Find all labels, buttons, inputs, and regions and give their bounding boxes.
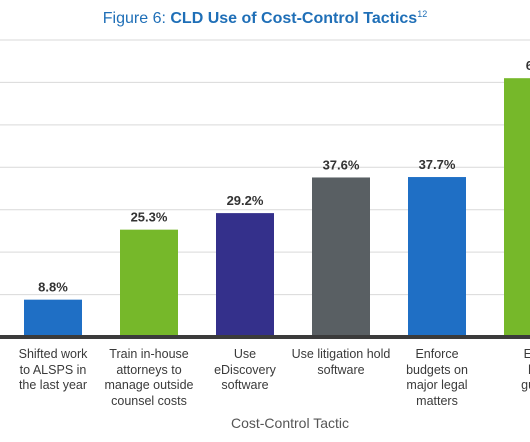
bar bbox=[120, 229, 178, 337]
value-labels: 8.8% 25.3% 29.2% 37.6% 37.7% 61 bbox=[38, 58, 530, 294]
category-label: Shifted work to ALSPS in the last year bbox=[0, 347, 111, 394]
bar bbox=[504, 78, 530, 337]
bar-value-label: 37.7% bbox=[419, 157, 456, 172]
category-label-line: Ent bbox=[523, 347, 530, 361]
category-label-line: the last year bbox=[18, 378, 88, 392]
category-label-line: counsel costs bbox=[111, 393, 187, 408]
category-label-line: software bbox=[317, 362, 365, 377]
category-label-line: bi bbox=[475, 363, 530, 379]
category-label-line: software bbox=[221, 378, 269, 392]
bar bbox=[24, 299, 82, 337]
category-label-line: Use litigation hold bbox=[291, 347, 391, 361]
title-superscript: 12 bbox=[417, 9, 428, 19]
bars bbox=[24, 78, 530, 337]
category-label-line: Use bbox=[233, 347, 257, 361]
category-label: Use litigation hold software bbox=[283, 347, 399, 378]
category-label-line: attorneys to bbox=[116, 362, 182, 377]
category-label-line: matters bbox=[416, 393, 458, 408]
bar-value-label: 29.2% bbox=[227, 193, 264, 208]
category-label-line: manage outside bbox=[104, 378, 194, 392]
category-label-line: Shifted work bbox=[18, 347, 88, 361]
category-label: Train in-house attorneys to manage outside… bbox=[91, 347, 207, 409]
category-label-line: eDiscovery bbox=[214, 362, 276, 377]
category-label: Enforce budgets on major legal matters bbox=[379, 347, 495, 409]
bar-value-label: 25.3% bbox=[131, 210, 168, 225]
category-label-line: guid bbox=[521, 378, 530, 392]
x-axis-label: Cost-Control Tactic bbox=[230, 415, 349, 431]
category-label: Use eDiscovery software bbox=[187, 347, 303, 394]
category-label-line: budgets on bbox=[406, 362, 468, 377]
bar bbox=[216, 213, 274, 337]
title-prefix: Figure 6: bbox=[102, 10, 171, 27]
bar-value-label: 61 bbox=[526, 58, 530, 73]
category-label-line: Enforce bbox=[415, 347, 459, 361]
bar-value-label: 8.8% bbox=[38, 280, 68, 295]
category-label-line: Train in-house bbox=[109, 347, 189, 361]
category-label: Ent biguid bbox=[475, 347, 530, 394]
bar bbox=[408, 177, 466, 337]
category-label-line: to ALSPS in bbox=[19, 362, 87, 377]
category-label-line: major legal bbox=[406, 378, 468, 392]
title-main: CLD Use of Cost-Control Tactics bbox=[170, 10, 418, 27]
bar-value-label: 37.6% bbox=[323, 157, 360, 172]
bar bbox=[312, 177, 370, 337]
chart-title: Figure 6: CLD Use of Cost-Control Tactic… bbox=[0, 9, 530, 28]
